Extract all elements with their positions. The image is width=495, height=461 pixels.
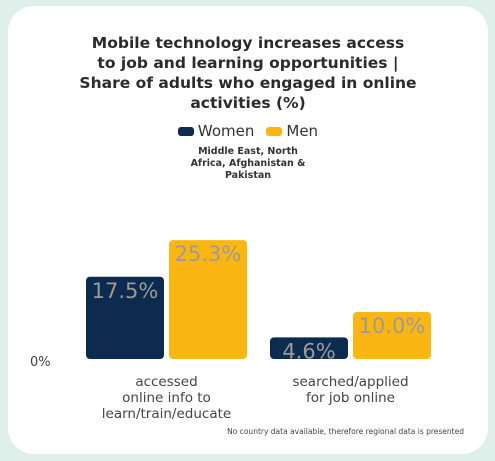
subtitle-line: Middle East, North bbox=[198, 146, 298, 157]
legend-label-men: Men bbox=[286, 122, 319, 140]
data-label: 4.6% bbox=[282, 339, 335, 363]
legend-swatch-women bbox=[177, 126, 194, 136]
chart-card: Mobile technology increases access to jo… bbox=[8, 6, 488, 454]
bar-men bbox=[353, 312, 431, 359]
category-label: searched/applied bbox=[292, 374, 408, 390]
subtitle-line: Africa, Afghanistan & bbox=[190, 158, 306, 169]
y-tick-label: 0% bbox=[30, 355, 51, 370]
legend-item-men: Men bbox=[266, 122, 318, 140]
legend: Women Men bbox=[8, 122, 488, 140]
category-label: accessed bbox=[135, 374, 197, 390]
bar-women bbox=[270, 337, 348, 359]
title-line: activities (%) bbox=[190, 94, 306, 112]
data-label: 10.0% bbox=[359, 314, 426, 338]
category-label: learn/train/educate bbox=[102, 406, 231, 422]
legend-item-women: Women bbox=[177, 122, 255, 140]
subtitle-line: Pakistan bbox=[224, 170, 272, 181]
legend-swatch-men bbox=[266, 126, 283, 136]
chart-title: Mobile technology increases access to jo… bbox=[48, 33, 448, 113]
title-line: Mobile technology increases access bbox=[91, 34, 405, 52]
bar-women bbox=[86, 276, 164, 359]
legend-label-women: Women bbox=[197, 122, 255, 140]
footnote: No country data available, therefore reg… bbox=[227, 427, 464, 436]
data-label: 17.5% bbox=[92, 279, 159, 303]
category-label: for job online bbox=[306, 390, 395, 406]
title-line: to job and learning opportunities | bbox=[97, 54, 399, 72]
title-line: Share of adults who engaged in online bbox=[79, 74, 417, 92]
bar-men bbox=[169, 240, 247, 359]
category-label: online info to bbox=[122, 390, 211, 406]
chart-subtitle: Middle East, North Africa, Afghanistan &… bbox=[188, 146, 308, 182]
data-label: 25.3% bbox=[175, 242, 242, 266]
